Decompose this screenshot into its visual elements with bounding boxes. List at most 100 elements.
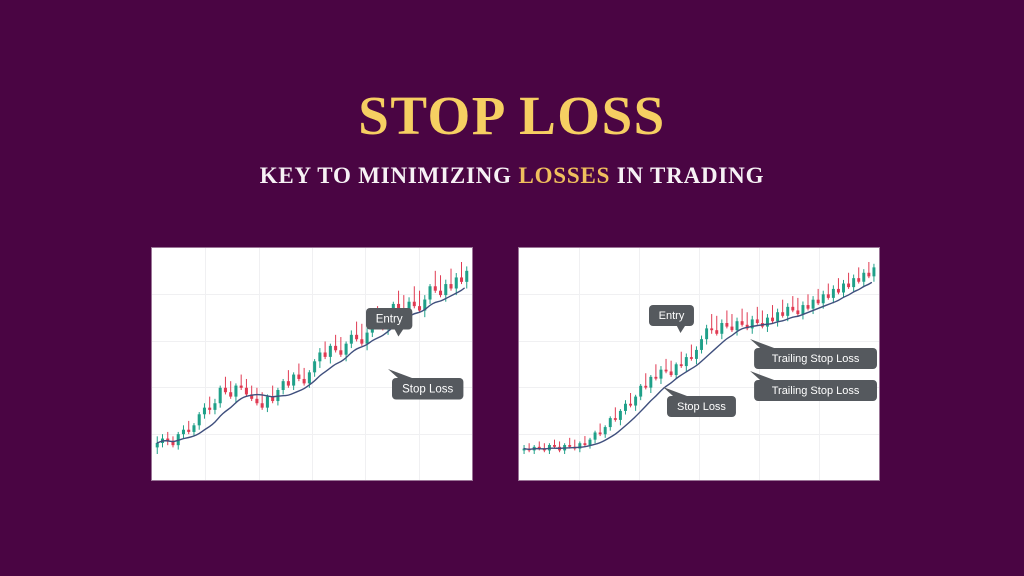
callout-stop-loss[interactable]: Stop Loss [388,369,464,400]
fixed-stop-loss-chart: Entry Stop Loss [152,248,472,480]
candle-body [339,350,343,355]
candle-body [796,310,800,315]
candle-body [603,427,607,435]
candle-body [255,398,259,404]
candle-body [444,284,448,296]
callout-bubble [667,396,736,417]
candle-body [328,345,332,357]
candle-body [735,321,739,331]
candle-body [208,407,212,410]
candle-body [454,277,458,289]
candle-body [700,339,703,350]
candle-body [674,364,678,376]
callout-entry[interactable]: Entry [366,308,413,337]
candle-body [433,286,437,291]
candle-body [831,288,835,298]
candle-body [786,306,790,316]
trailing-stop-loss-chart: Entry Stop Loss Trailing Stop Loss Trailing… [519,248,879,480]
candle-body [750,319,754,329]
candle-body [765,317,769,327]
candle-body [297,374,301,379]
candle-body [801,305,805,315]
candle-body [781,312,785,316]
candle-body [634,396,638,406]
candle-body [537,446,541,449]
subtitle-accent-losses: LOSSES [518,163,611,188]
candle-body [260,403,264,408]
candle-body [428,286,432,300]
candle-body [365,332,369,344]
candle-body [349,334,353,344]
headline-block: STOP LOSS KEY TO MINIMIZING LOSSES IN TR… [0,86,1024,190]
candle-body [811,299,815,309]
candle-body [816,299,820,304]
candle-body [664,369,668,372]
candle-body [608,418,612,428]
candle-body [344,343,348,355]
candle-body [588,439,592,446]
candle-body [745,324,749,329]
page-title: STOP LOSS [358,85,666,146]
chart-panel-fixed-stop-loss: Entry Stop Loss [152,248,472,480]
callout-entry[interactable]: Entry [649,305,694,333]
candle-body [229,392,233,397]
page-subtitle: KEY TO MINIMIZING LOSSES IN TRADING [0,162,1024,190]
candle-body [730,326,734,331]
callout-bubble [754,380,877,401]
candle-body [318,352,322,362]
candle-body [639,385,643,397]
candle-body [553,445,556,447]
candle-body [239,385,243,388]
candle-body [155,442,159,448]
callout-trailing-stop-loss[interactable]: Trailing Stop Loss [750,371,877,401]
callout-tail [676,326,685,333]
callout-stop-loss[interactable]: Stop Loss [663,387,736,417]
candle-body [867,272,871,277]
callout-label-text: Entry [659,310,685,322]
callout-trailing-stop-loss[interactable]: Trailing Stop Loss [750,339,877,369]
candle-body [181,429,185,435]
candle-body [412,301,416,307]
candle-body [465,270,469,282]
candle-body [307,372,311,384]
candle-body [842,283,845,293]
callout-label-text: Trailing Stop Loss [772,353,860,365]
candle-body [202,407,206,415]
candle-body [806,305,810,309]
candle-body [613,418,617,420]
callout-tail [750,339,775,348]
candle-body [171,440,175,446]
candle-body [659,369,663,379]
candle-body [323,352,327,357]
subtitle-part-after: IN TRADING [610,163,765,188]
candle-body [418,306,422,311]
candle-body [449,284,453,289]
candle-body [355,334,359,340]
callout-bubble [754,348,877,369]
candle-body [223,387,227,393]
candle-body [776,312,780,322]
candle-body [213,403,217,410]
subtitle-part-before: KEY TO MINIMIZING [259,163,519,188]
callout-tail [663,387,687,396]
candle-body [360,339,364,344]
candle-body [872,267,876,277]
candle-body [791,306,795,311]
candle-body [187,429,191,432]
candle-body [218,387,222,404]
candle-body [624,403,627,411]
candle-body [684,357,688,367]
callout-tail [750,371,775,380]
candle-body [679,364,683,367]
candle-body [568,445,572,447]
candle-body [334,345,338,351]
candle-body [244,387,248,395]
candle-body [847,283,851,288]
candle-body [397,303,401,309]
candle-body [629,403,633,406]
candle-body [578,443,582,449]
candle-body [649,376,653,388]
candle-body [689,357,693,359]
candle-body [857,278,861,282]
